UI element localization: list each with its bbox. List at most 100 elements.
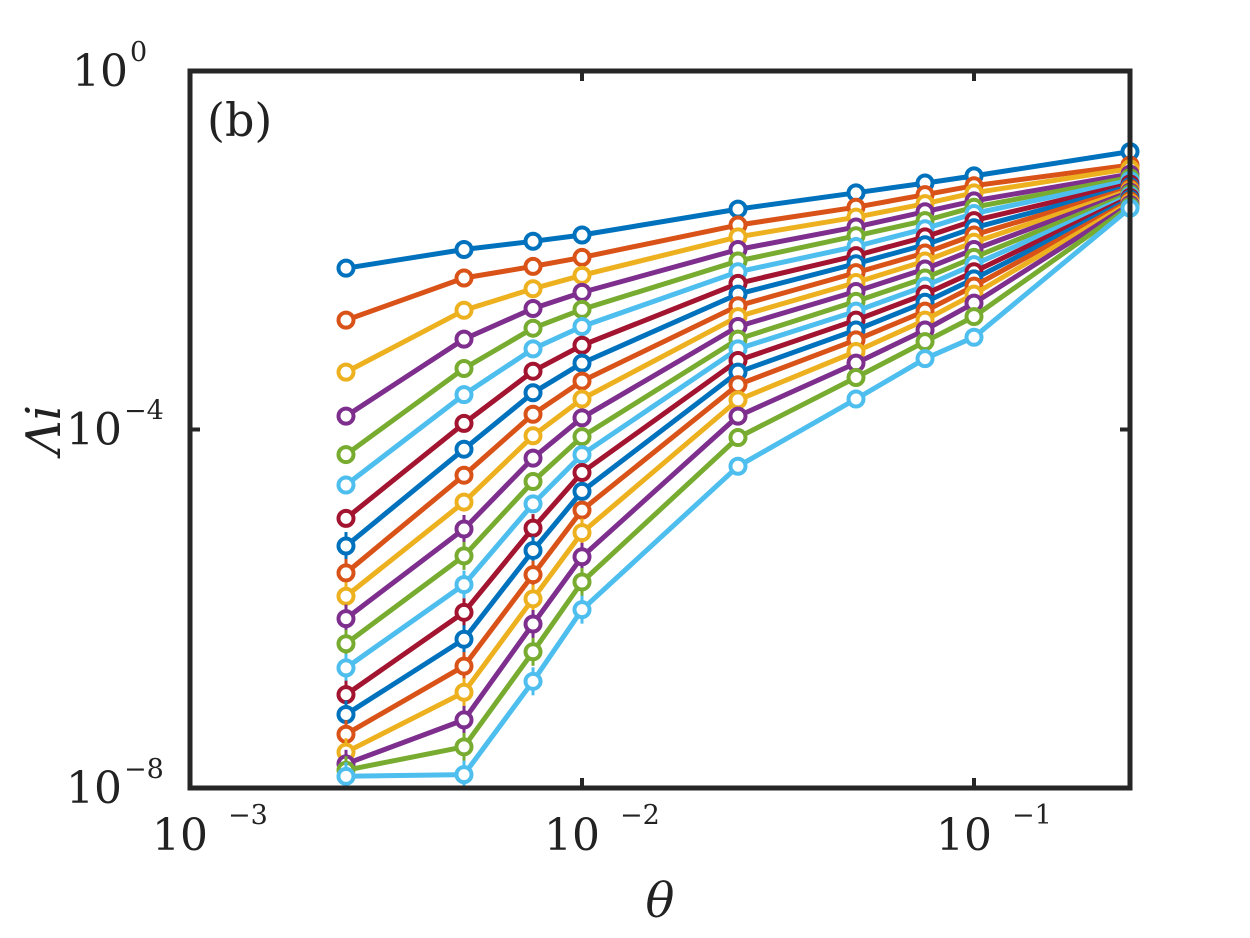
data-point [728, 406, 748, 426]
data-point [523, 383, 543, 403]
data-point [523, 448, 543, 468]
data-point [454, 546, 474, 566]
data-point [523, 231, 543, 251]
y-tick-exponent: 0 [130, 37, 147, 68]
data-point [454, 682, 474, 702]
data-point [336, 508, 356, 528]
data-point [454, 519, 474, 539]
data-point [846, 368, 866, 388]
y-tick-exponent: −4 [124, 396, 164, 427]
data-point [572, 282, 592, 302]
data-point [336, 704, 356, 724]
y-axis-label: Λi [16, 405, 72, 459]
data-point [523, 642, 543, 662]
data-point [572, 353, 592, 373]
data-point [523, 426, 543, 446]
data-point [523, 298, 543, 318]
data-point [454, 465, 474, 485]
data-point [523, 361, 543, 381]
data-point [454, 710, 474, 730]
data-point [964, 307, 984, 327]
data-point [572, 500, 592, 520]
x-tick-label: 10 [544, 810, 600, 861]
data-point [454, 629, 474, 649]
data-point [523, 494, 543, 514]
series-layer [336, 142, 1140, 791]
data-point [336, 536, 356, 556]
data-point [523, 318, 543, 338]
data-point [336, 685, 356, 705]
data-point [454, 765, 474, 785]
data-point [523, 471, 543, 491]
data-point [336, 310, 356, 330]
data-point [454, 602, 474, 622]
data-point [572, 408, 592, 428]
data-point [572, 389, 592, 409]
data-point [964, 327, 984, 347]
data-point [336, 609, 356, 629]
data-point [728, 390, 748, 410]
data-point [336, 445, 356, 465]
series-1 [336, 142, 1140, 278]
series-18 [336, 194, 1140, 778]
y-tick-label: 10 [66, 405, 122, 456]
data-point [523, 589, 543, 609]
data-point [572, 547, 592, 567]
data-point [728, 375, 748, 395]
data-point [336, 406, 356, 426]
data-point [454, 737, 474, 757]
data-point [454, 492, 474, 512]
data-point [454, 656, 474, 676]
data-point [454, 575, 474, 595]
x-axis-label: θ [646, 873, 675, 929]
y-tick-label: 10 [72, 46, 128, 97]
data-point [572, 600, 592, 620]
ticks-layer: 10 −3 10 −2 10 −110 −810 −410 0 [66, 37, 1130, 861]
data-point [454, 239, 474, 259]
data-point [336, 658, 356, 678]
data-point [572, 247, 592, 267]
data-point [523, 671, 543, 691]
data-point [728, 199, 748, 219]
data-point [454, 385, 474, 405]
data-point [572, 265, 592, 285]
data-point [454, 300, 474, 320]
data-point [846, 389, 866, 409]
data-point [572, 335, 592, 355]
data-point [523, 256, 543, 276]
data-point [523, 565, 543, 585]
data-point [336, 258, 356, 278]
data-point [572, 572, 592, 592]
data-point [523, 404, 543, 424]
data-point [523, 339, 543, 359]
x-tick-exponent: −1 [1012, 800, 1052, 831]
data-point [572, 427, 592, 447]
data-point [572, 225, 592, 245]
data-point [336, 563, 356, 583]
data-point [728, 428, 748, 448]
y-tick-label: 10 [66, 763, 122, 814]
data-point [336, 766, 356, 786]
data-point [572, 445, 592, 465]
data-point [572, 523, 592, 543]
data-point [572, 481, 592, 501]
data-point [523, 279, 543, 299]
data-point [454, 268, 474, 288]
data-point [454, 439, 474, 459]
data-point [523, 518, 543, 538]
data-point [572, 317, 592, 337]
data-point [915, 332, 935, 352]
x-tick-label: 10 [152, 810, 208, 861]
data-point [454, 359, 474, 379]
x-tick-exponent: −2 [620, 800, 660, 831]
x-tick-exponent: −3 [228, 800, 268, 831]
data-point [336, 586, 356, 606]
panel-label: (b) [207, 93, 272, 147]
data-point [454, 329, 474, 349]
data-point [572, 299, 592, 319]
data-point [572, 463, 592, 483]
data-point [336, 634, 356, 654]
data-point [572, 371, 592, 391]
data-point [454, 413, 474, 433]
